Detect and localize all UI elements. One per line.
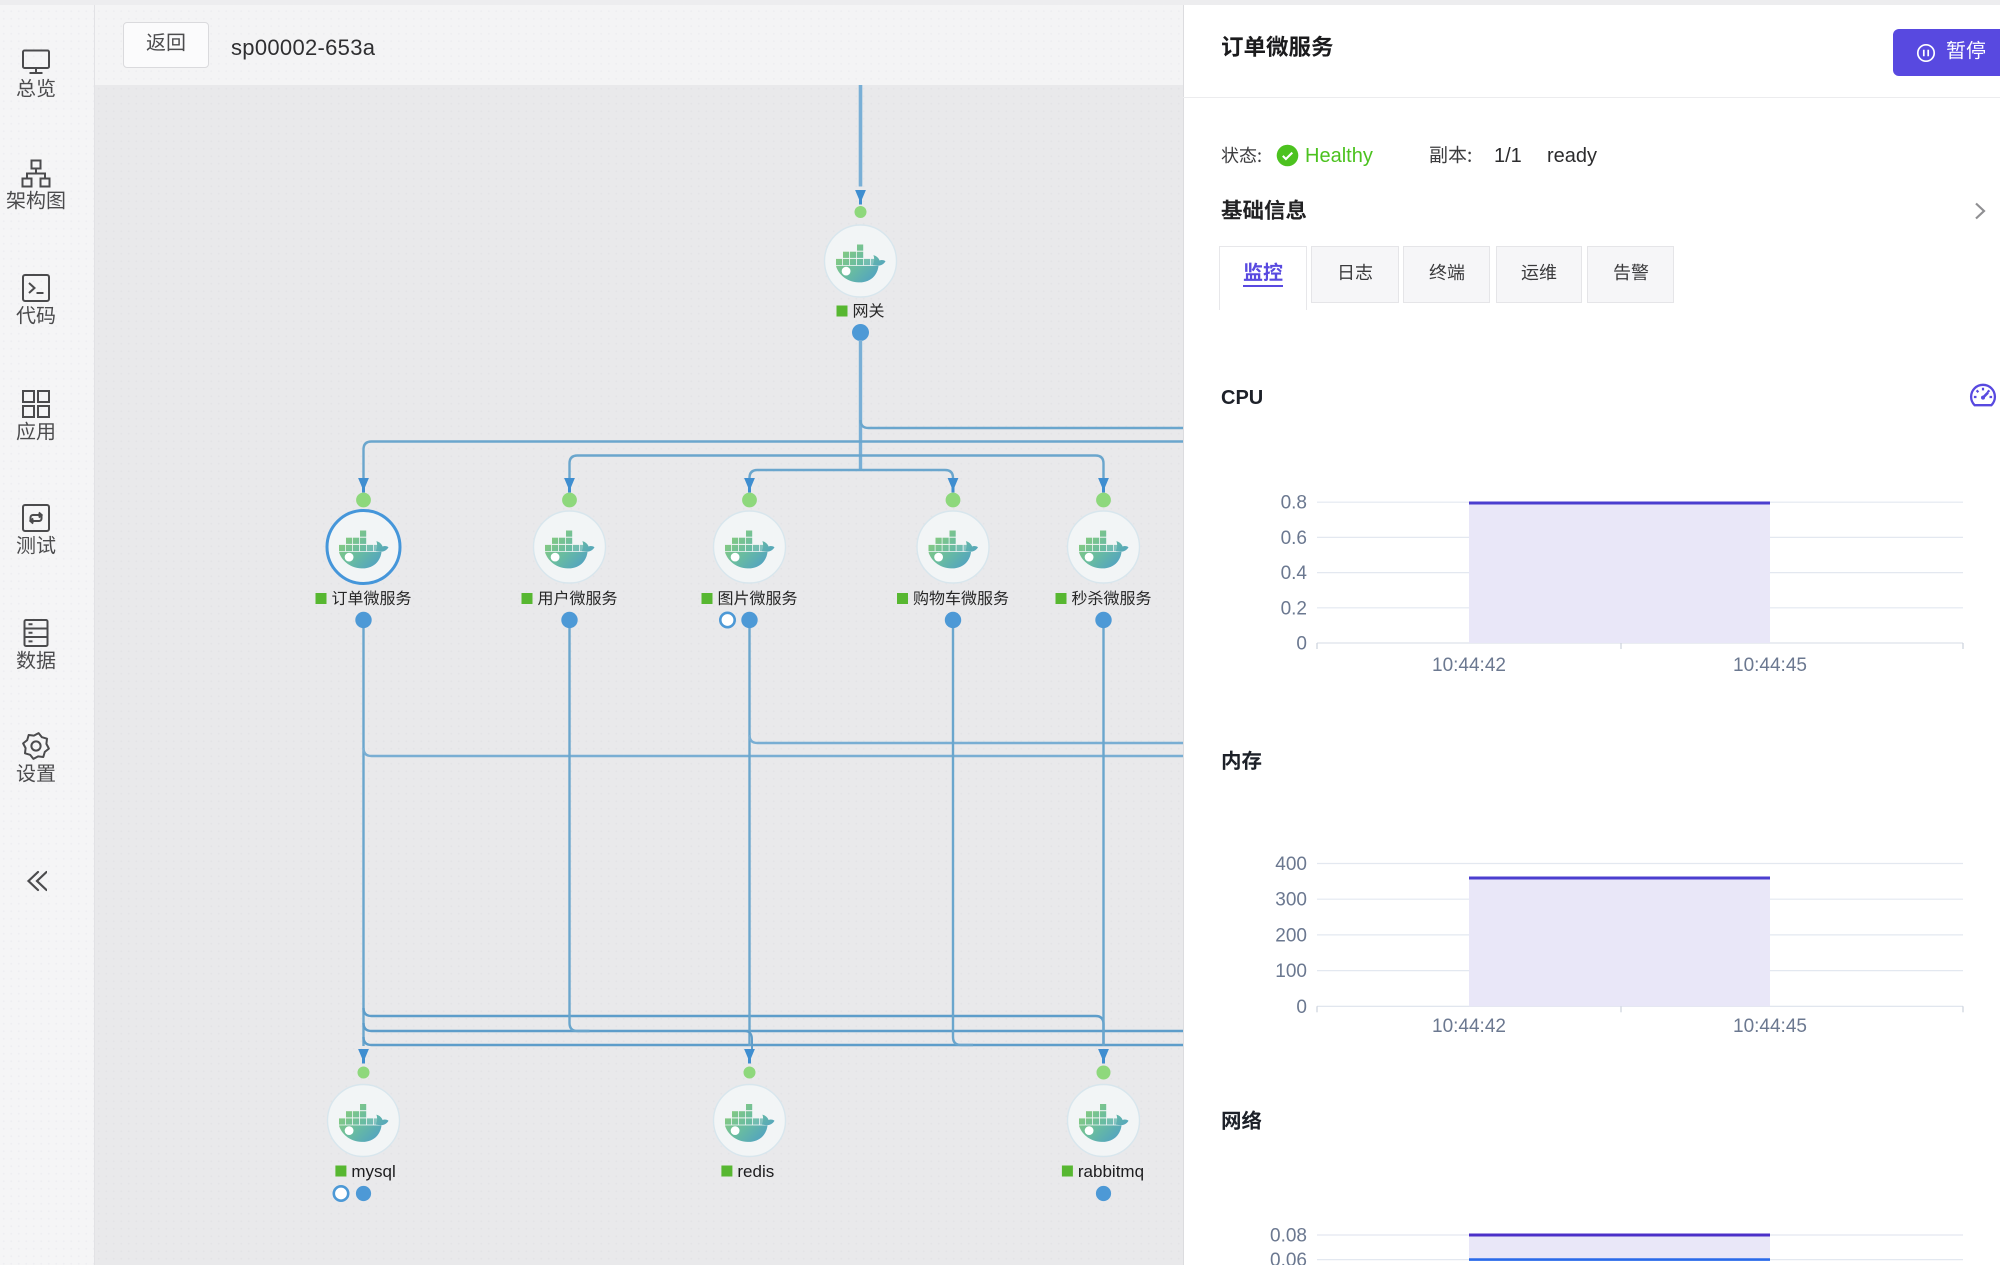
svg-text:mysql: mysql xyxy=(351,1162,395,1181)
svg-text:redis: redis xyxy=(737,1162,774,1181)
svg-text:100: 100 xyxy=(1275,961,1307,982)
svg-text:10:44:42: 10:44:42 xyxy=(1432,1016,1506,1037)
svg-text:200: 200 xyxy=(1275,925,1307,946)
svg-text:10:44:45: 10:44:45 xyxy=(1733,655,1807,676)
svg-text:300: 300 xyxy=(1275,890,1307,911)
svg-text:rabbitmq: rabbitmq xyxy=(1078,1162,1144,1181)
svg-text:10:44:45: 10:44:45 xyxy=(1733,1016,1807,1037)
svg-text:0.6: 0.6 xyxy=(1281,528,1307,549)
svg-text:10:44:42: 10:44:42 xyxy=(1432,655,1506,676)
svg-text:0.06: 0.06 xyxy=(1270,1250,1307,1265)
svg-text:0.2: 0.2 xyxy=(1281,598,1307,619)
svg-text:0.4: 0.4 xyxy=(1281,563,1308,584)
svg-text:0.8: 0.8 xyxy=(1281,493,1307,514)
svg-text:0.08: 0.08 xyxy=(1270,1226,1307,1247)
svg-text:0: 0 xyxy=(1296,634,1307,655)
svg-text:0: 0 xyxy=(1296,997,1307,1018)
svg-text:400: 400 xyxy=(1275,854,1307,875)
